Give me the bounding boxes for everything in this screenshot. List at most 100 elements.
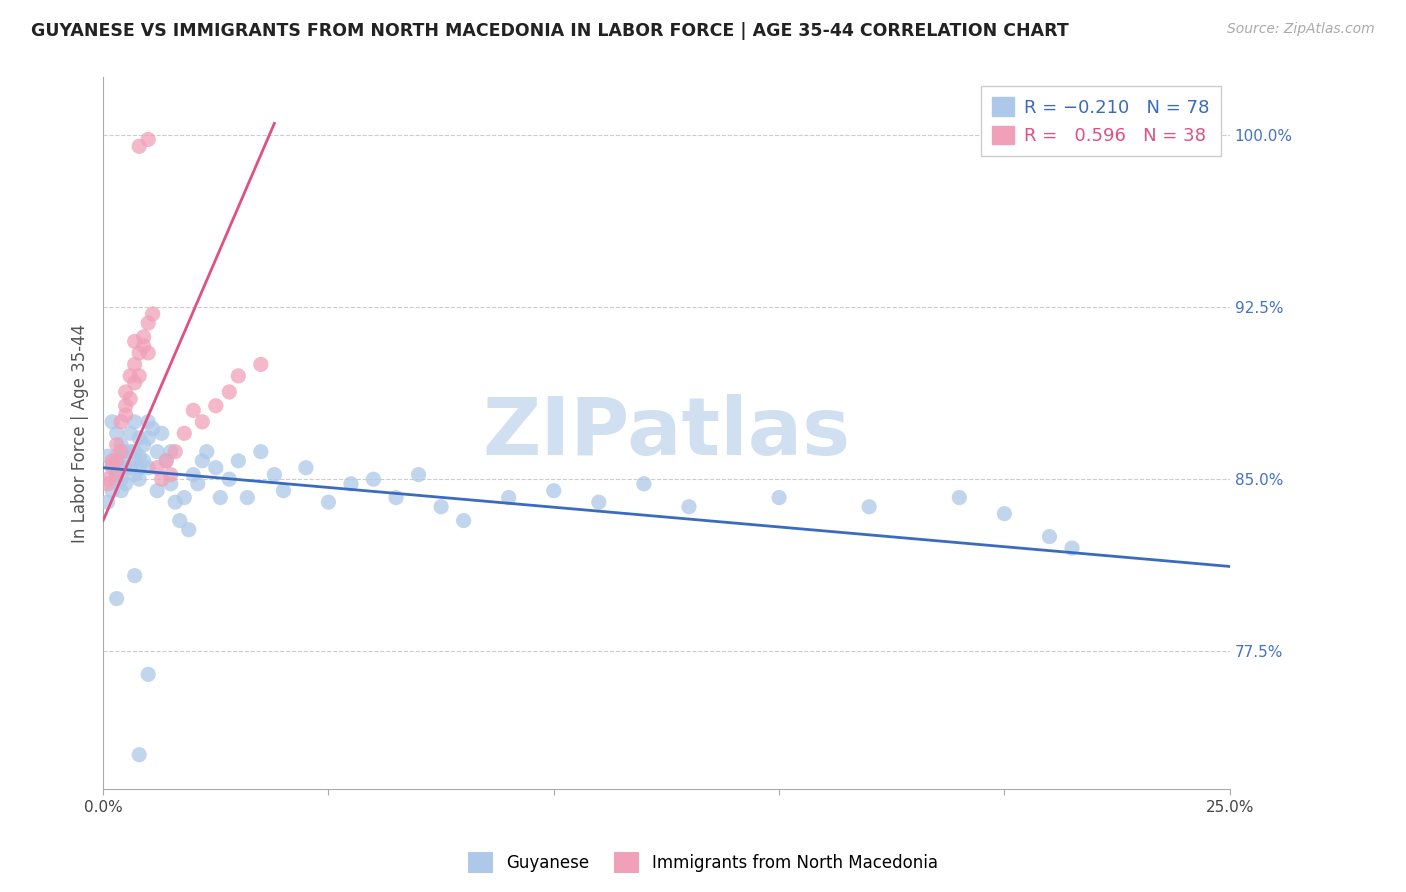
Point (408, 467, 430, 482)
Point (678, 500, 700, 514)
Point (236, 491, 259, 505)
Point (128, 747, 150, 762)
Point (132, 330, 155, 344)
Point (633, 476, 655, 491)
Point (120, 460, 142, 475)
Point (155, 454, 177, 468)
Point (146, 460, 169, 475)
Point (105, 467, 128, 482)
Point (498, 491, 520, 505)
Point (114, 408, 136, 422)
Point (204, 460, 226, 475)
Point (105, 591, 128, 606)
Point (97, 449, 120, 463)
Point (105, 449, 128, 463)
Point (110, 415, 132, 429)
Point (128, 472, 150, 486)
Point (120, 444, 142, 458)
Point (165, 444, 187, 458)
Point (136, 132, 159, 146)
Point (142, 307, 165, 321)
Point (114, 384, 136, 399)
Point (97, 472, 120, 486)
Point (250, 444, 273, 458)
Point (105, 426, 128, 441)
Point (159, 444, 181, 458)
Text: GUYANESE VS IMMIGRANTS FROM NORTH MACEDONIA IN LABOR FORCE | AGE 35-44 CORRELATI: GUYANESE VS IMMIGRANTS FROM NORTH MACEDO… (31, 22, 1069, 40)
Point (136, 667, 159, 681)
Point (150, 472, 173, 486)
Point (142, 422, 165, 436)
Point (191, 415, 214, 429)
Point (159, 476, 181, 491)
Point (124, 334, 146, 349)
Point (228, 368, 250, 383)
Point (128, 460, 150, 475)
Point (858, 500, 880, 514)
Point (105, 454, 128, 468)
Point (114, 399, 136, 413)
Point (209, 491, 232, 505)
Point (146, 444, 169, 458)
Point (128, 431, 150, 445)
Point (128, 139, 150, 153)
Point (453, 514, 475, 528)
Point (181, 467, 204, 482)
Point (1060, 541, 1083, 555)
Point (124, 358, 146, 372)
Point (218, 384, 240, 399)
Point (101, 458, 124, 473)
Point (150, 426, 173, 441)
Point (114, 444, 136, 458)
Point (273, 483, 295, 498)
Point (97, 476, 120, 491)
Point (114, 476, 136, 491)
Point (136, 460, 159, 475)
Point (187, 476, 209, 491)
Point (136, 346, 159, 360)
Point (430, 500, 453, 514)
Point (295, 460, 318, 475)
Point (128, 368, 150, 383)
Point (191, 454, 214, 468)
Point (110, 444, 132, 458)
Point (1038, 530, 1060, 544)
Point (768, 491, 790, 505)
Point (132, 339, 155, 353)
Point (173, 491, 195, 505)
Point (101, 454, 124, 468)
Point (173, 426, 195, 441)
Point (124, 444, 146, 458)
Point (177, 523, 200, 537)
Point (120, 426, 142, 441)
Legend: Guyanese, Immigrants from North Macedonia: Guyanese, Immigrants from North Macedoni… (461, 846, 945, 880)
Point (110, 438, 132, 452)
Point (181, 403, 204, 417)
Point (218, 472, 240, 486)
Point (136, 316, 159, 330)
Point (101, 483, 124, 498)
Point (159, 467, 181, 482)
Point (993, 507, 1015, 521)
Point (105, 472, 128, 486)
Point (318, 495, 340, 509)
Point (385, 491, 408, 505)
Point (110, 483, 132, 498)
Point (588, 495, 610, 509)
Y-axis label: In Labor Force | Age 35-44: In Labor Force | Age 35-44 (72, 324, 89, 543)
Point (120, 368, 142, 383)
Text: Source: ZipAtlas.com: Source: ZipAtlas.com (1227, 22, 1375, 37)
Point (124, 376, 146, 390)
Point (120, 392, 142, 406)
Point (132, 454, 155, 468)
Point (128, 449, 150, 463)
Point (105, 460, 128, 475)
Point (136, 431, 159, 445)
Point (101, 460, 124, 475)
Point (195, 444, 218, 458)
Point (136, 415, 159, 429)
Text: ZIPatlas: ZIPatlas (482, 394, 851, 472)
Point (124, 467, 146, 482)
Point (250, 358, 273, 372)
Point (155, 454, 177, 468)
